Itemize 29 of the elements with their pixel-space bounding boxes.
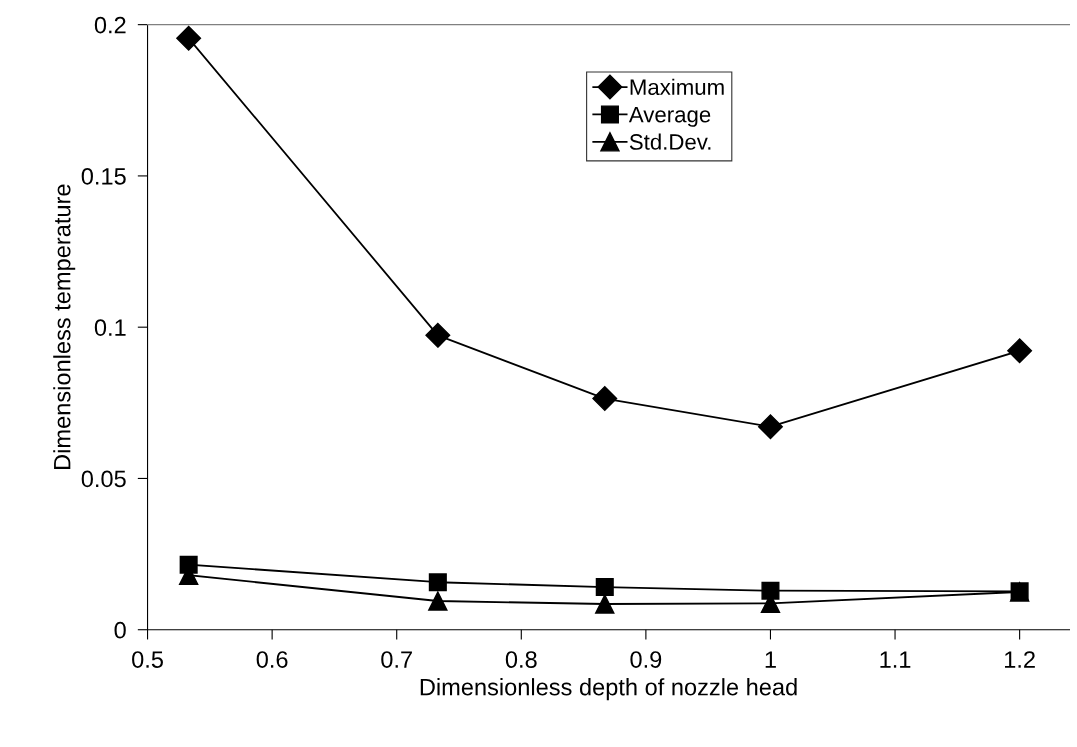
x-tick-label: 0.6 [256,651,288,668]
point [757,414,783,440]
point [1007,338,1033,364]
y-tick-label: 0.15 [81,167,126,185]
point [761,581,780,600]
x-tick-label: 1.1 [880,651,911,668]
x-tick-label: 1.2 [1005,651,1035,668]
legend-label: Average [628,106,711,127]
point [592,386,618,412]
x-axis-title: Dimensionless depth of nozzle head [420,678,797,701]
y-tick-label: 0 [114,621,126,639]
x-tick-label: 0.7 [381,651,412,668]
point [595,578,614,597]
y-tick-label: 0.2 [94,16,126,34]
legend-label: Std.Dev. [629,133,711,150]
point [425,322,451,348]
point [428,591,448,611]
x-tick-label: 0.5 [132,651,163,668]
y-tick-label: 0.1 [94,319,126,336]
y-tick-label: 0.05 [81,470,126,488]
point [179,555,198,574]
y-axis-title: Dimensionless temperature [53,184,76,469]
point [176,25,202,51]
x-tick-label: 0.9 [630,651,662,668]
x-tick-label: 1 [765,651,776,668]
x-tick-label: 0.8 [505,651,537,668]
point [428,573,447,592]
point [595,594,615,614]
legend-label: Maximum [630,78,724,96]
